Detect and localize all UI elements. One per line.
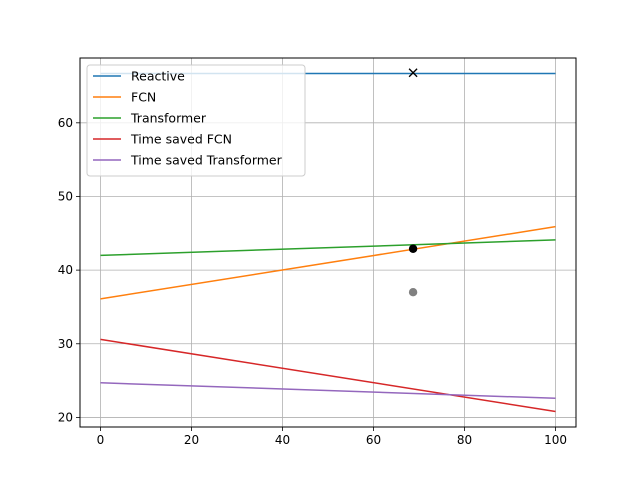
y-tick-label: 60 xyxy=(58,116,73,130)
circle-marker xyxy=(408,288,418,297)
circle-marker xyxy=(408,244,418,253)
y-tick-label: 30 xyxy=(58,337,73,351)
x-marker-stroke xyxy=(408,68,418,78)
y-tick-label: 20 xyxy=(58,410,73,424)
x-tick-label: 0 xyxy=(97,433,105,447)
plot-frame xyxy=(79,57,577,428)
legend-label: Time saved FCN xyxy=(130,132,232,147)
axis-ticks: 0 20 40 60 80 100 20 30 40 50 60 xyxy=(58,116,567,447)
series-line-time-saved-transformer xyxy=(100,382,556,400)
legend-box xyxy=(86,64,306,177)
series-line-transformer xyxy=(100,239,556,257)
legend: Reactive FCN Transformer Time saved FCN Time… xyxy=(86,64,306,177)
x-tick-label: 20 xyxy=(184,433,199,447)
y-tick-label: 40 xyxy=(58,263,73,277)
x-tick-label: 80 xyxy=(457,433,472,447)
series-line-time-saved-fcn xyxy=(100,338,556,413)
series-lines xyxy=(100,72,556,413)
legend-label: Reactive xyxy=(131,69,185,84)
x-tick-label: 100 xyxy=(544,433,567,447)
legend-label: FCN xyxy=(131,90,156,105)
legend-label: Time saved Transformer xyxy=(130,153,283,168)
x-marker xyxy=(408,68,418,78)
markers xyxy=(408,68,418,297)
legend-label: Transformer xyxy=(130,111,207,126)
y-tick-label: 50 xyxy=(58,189,73,203)
series-line-fcn xyxy=(100,225,556,300)
x-tick-label: 60 xyxy=(366,433,381,447)
x-tick-label: 40 xyxy=(275,433,290,447)
